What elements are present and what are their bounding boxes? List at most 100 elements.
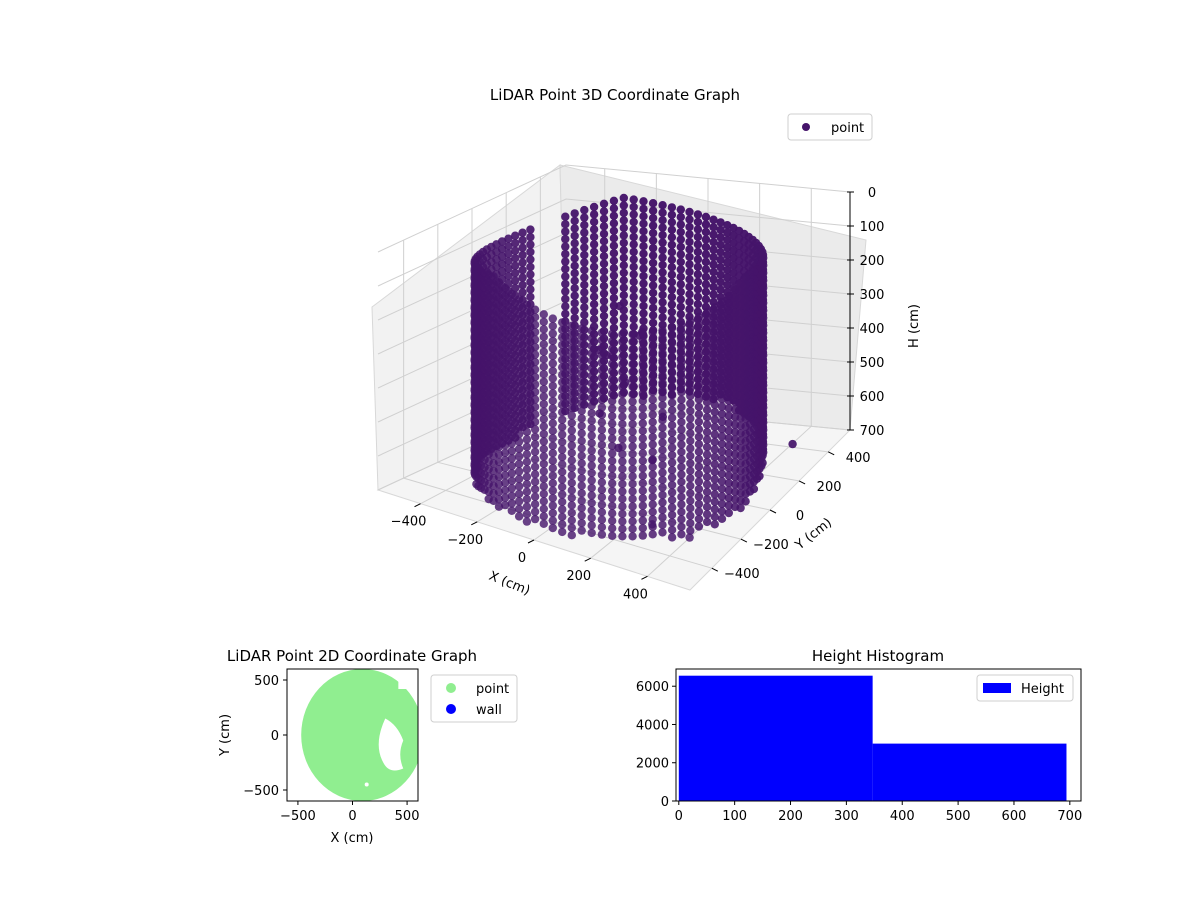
point-3d (639, 316, 648, 326)
point-3d (648, 228, 658, 238)
point-3d (724, 359, 733, 368)
point-3d (597, 485, 607, 494)
point-3d (618, 494, 627, 504)
point-3d (514, 332, 524, 341)
point-3d (677, 440, 686, 449)
point-3d (599, 229, 609, 238)
point-3d (609, 278, 619, 288)
point-3d (686, 429, 695, 438)
point-3d (702, 360, 712, 369)
point-3d (710, 310, 719, 319)
point-3d (577, 339, 586, 348)
point-3d (522, 457, 532, 466)
point-3d (570, 239, 579, 248)
chart-2d: LiDAR Point 2D Coordinate Graph −500 0 500… (218, 647, 518, 846)
point-3d (548, 419, 557, 428)
point-3d (530, 455, 540, 464)
point-3d (667, 480, 677, 490)
point-3d (609, 249, 619, 258)
point-3d (629, 307, 638, 316)
point-3d (686, 317, 695, 326)
point-3d (648, 273, 658, 283)
point-3d (599, 281, 609, 291)
point-3d (717, 402, 727, 411)
point-3d (599, 259, 609, 268)
point-3d (522, 367, 532, 377)
point-3d (628, 427, 637, 436)
point-3d (587, 468, 596, 478)
point-3d (548, 374, 557, 383)
point-3d (561, 249, 570, 259)
point-3d (667, 473, 677, 482)
point-3d (501, 284, 510, 293)
point-3d (618, 390, 627, 399)
point-3d (587, 371, 596, 380)
point-3d (639, 242, 648, 251)
point-3d (710, 445, 719, 454)
point-3d (599, 252, 609, 261)
point-3d (648, 206, 658, 215)
point-3d (677, 343, 686, 352)
point-3d (677, 485, 686, 494)
point-3d (507, 446, 516, 456)
point-3d (694, 342, 704, 352)
point-3d (589, 255, 599, 264)
point-3d (530, 320, 540, 329)
point-3d (567, 321, 576, 330)
point-3d (580, 250, 589, 260)
point-3d (638, 351, 647, 361)
point-3d (522, 442, 532, 451)
point-3d (710, 325, 719, 334)
point-3d (724, 508, 733, 518)
point-3d (639, 294, 648, 303)
point-3d (736, 279, 745, 288)
point-3d (501, 463, 510, 472)
point-3d (522, 465, 532, 474)
point-3d (514, 459, 524, 469)
histogram-title: Height Histogram (812, 647, 944, 665)
point-3d (507, 394, 516, 403)
point-3d (667, 270, 677, 279)
x-tick-label-histogram: 300 (834, 809, 859, 824)
point-3d (701, 272, 711, 282)
point-3d (577, 369, 586, 378)
point-3d (597, 508, 607, 517)
point-3d (658, 386, 667, 395)
point-3d (526, 292, 535, 302)
point-3d (628, 337, 637, 346)
point-3d (702, 405, 712, 414)
chart-histogram: Height Histogram 0 100 200 300 400 500 600 7000… (636, 647, 1082, 824)
point-3d (667, 323, 677, 333)
point-3d (501, 418, 510, 427)
point-3d (539, 504, 548, 513)
point-3d (558, 452, 567, 462)
point-3d (558, 527, 567, 537)
point-3d (548, 493, 557, 503)
point-3d (717, 350, 727, 359)
point-3d (618, 487, 627, 496)
point-3d (587, 364, 596, 373)
point-3d (667, 495, 677, 505)
point-3d (526, 285, 535, 294)
point-3d (589, 225, 599, 234)
point-3d (548, 381, 557, 391)
point-3d (514, 497, 524, 506)
point-3d (507, 349, 516, 358)
point-3d (710, 385, 719, 394)
point-3d (667, 488, 677, 497)
point-3d (501, 486, 510, 495)
point-3d (567, 441, 576, 450)
point-3d (567, 373, 576, 383)
point-3d (717, 469, 727, 479)
point-3d (658, 363, 667, 372)
x-tick-label-histogram: 200 (778, 809, 803, 824)
point-3d (638, 426, 647, 436)
point-3d (609, 316, 619, 325)
point-3d (597, 403, 607, 412)
point-3d (628, 404, 637, 414)
point-3d (694, 357, 704, 367)
point-3d (628, 509, 637, 518)
point-3d (507, 334, 516, 343)
x-tick-label-3d: 200 (566, 569, 591, 584)
point-3d (558, 363, 567, 372)
